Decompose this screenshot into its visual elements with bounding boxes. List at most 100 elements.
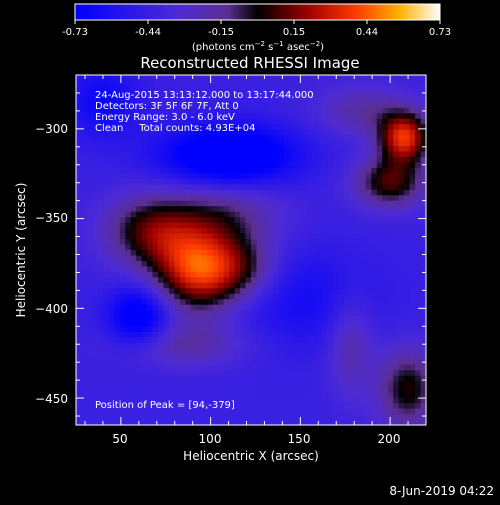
heatmap-cell	[212, 304, 219, 311]
heatmap-cell	[201, 244, 208, 251]
heatmap-cell	[398, 299, 405, 306]
heatmap-cell	[179, 239, 186, 246]
heatmap-cell	[103, 113, 110, 120]
heatmap-cell	[108, 386, 115, 393]
heatmap-cell	[354, 178, 361, 185]
heatmap-cell	[327, 359, 334, 366]
heatmap-cell	[108, 271, 115, 278]
heatmap-cell	[409, 222, 416, 229]
heatmap-cell	[343, 200, 351, 207]
heatmap-cell	[245, 282, 252, 289]
heatmap-cell	[289, 91, 296, 98]
heatmap-cell	[305, 304, 312, 311]
heatmap-cell	[125, 228, 132, 235]
heatmap-cell	[267, 260, 274, 268]
heatmap-cell	[168, 381, 176, 388]
heatmap-cell	[234, 184, 241, 191]
heatmap-cell	[163, 315, 170, 322]
heatmap-cell	[267, 129, 274, 136]
heatmap-cell	[338, 239, 345, 246]
heatmap-cell	[387, 206, 394, 213]
heatmap-cell	[376, 370, 383, 377]
heatmap-cell	[168, 96, 176, 103]
heatmap-cell	[97, 282, 104, 289]
heatmap-cell	[338, 266, 345, 273]
heatmap-cell	[212, 364, 219, 371]
heatmap-cell	[278, 342, 285, 350]
heatmap-cell	[360, 260, 367, 268]
heatmap-cell	[267, 124, 274, 131]
heatmap-cell	[365, 321, 372, 328]
heatmap-cell	[97, 239, 104, 246]
heatmap-cell	[393, 403, 400, 410]
heatmap-cell	[376, 260, 383, 268]
heatmap-cell	[76, 118, 83, 125]
heatmap-cell	[278, 129, 285, 136]
heatmap-cell	[278, 304, 285, 311]
heatmap-cell	[147, 342, 154, 350]
heatmap-cell	[81, 310, 88, 317]
heatmap-cell	[415, 419, 422, 425]
heatmap-cell	[261, 189, 269, 196]
heatmap-cell	[398, 189, 405, 196]
heatmap-cell	[289, 260, 296, 268]
heatmap-cell	[108, 321, 115, 328]
heatmap-cell	[420, 91, 426, 98]
heatmap-cell	[398, 332, 405, 339]
heatmap-cell	[300, 332, 307, 339]
heatmap-cell	[283, 299, 290, 306]
heatmap-cell	[371, 304, 378, 311]
heatmap-cell	[223, 414, 230, 421]
heatmap-cell	[185, 217, 192, 224]
heatmap-cell	[97, 124, 104, 131]
heatmap-cell	[300, 353, 307, 360]
heatmap-cell	[130, 189, 137, 196]
heatmap-cell	[338, 162, 345, 169]
heatmap-cell	[349, 239, 356, 246]
heatmap-cell	[404, 151, 411, 158]
heatmap-cell	[97, 151, 104, 158]
heatmap-cell	[371, 403, 378, 410]
heatmap-cell	[327, 140, 334, 147]
heatmap-cell	[376, 162, 383, 169]
heatmap-cell	[141, 75, 148, 82]
heatmap-cell	[163, 107, 170, 114]
heatmap-cell	[316, 151, 323, 158]
heatmap-cell	[343, 85, 351, 93]
heatmap-cell	[409, 282, 416, 289]
heatmap-cell	[251, 348, 258, 355]
heatmap-cell	[163, 222, 170, 229]
heatmap-cell	[196, 403, 203, 410]
heatmap-cell	[201, 124, 208, 131]
heatmap-cell	[196, 80, 203, 87]
heatmap-cell	[240, 370, 247, 377]
heatmap-cell	[207, 184, 214, 191]
heatmap-cell	[267, 288, 274, 295]
heatmap-cell	[125, 348, 132, 355]
heatmap-cell	[190, 304, 197, 311]
heatmap-cell	[163, 353, 170, 360]
heatmap-cell	[152, 277, 159, 284]
heatmap-cell	[371, 419, 378, 425]
heatmap-cell	[338, 124, 345, 131]
heatmap-cell	[420, 217, 426, 224]
heatmap-cell	[267, 151, 274, 158]
heatmap-cell	[300, 184, 307, 191]
heatmap-cell	[393, 266, 400, 273]
heatmap-cell	[272, 239, 279, 246]
heatmap-cell	[212, 189, 219, 196]
heatmap-cell	[92, 310, 99, 317]
heatmap-cell	[130, 250, 137, 257]
heatmap-cell	[245, 299, 252, 306]
heatmap-cell	[114, 304, 121, 311]
heatmap-cell	[365, 184, 372, 191]
heatmap-cell	[360, 277, 367, 284]
heatmap-cell	[185, 162, 192, 169]
heatmap-cell	[201, 118, 208, 125]
heatmap-cell	[420, 342, 426, 350]
heatmap-cell	[152, 353, 159, 360]
heatmap-cell	[322, 397, 329, 404]
heatmap-cell	[349, 157, 356, 164]
heatmap-cell	[393, 91, 400, 98]
heatmap-cell	[415, 282, 422, 289]
